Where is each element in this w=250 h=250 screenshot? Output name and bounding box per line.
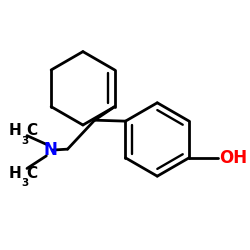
Text: 3: 3 — [21, 178, 28, 188]
Text: H: H — [8, 123, 21, 138]
Text: C: C — [26, 123, 37, 138]
Text: H: H — [8, 166, 21, 181]
Text: C: C — [26, 166, 37, 181]
Text: 3: 3 — [21, 136, 28, 145]
Text: OH: OH — [219, 149, 247, 167]
Text: N: N — [43, 141, 57, 159]
